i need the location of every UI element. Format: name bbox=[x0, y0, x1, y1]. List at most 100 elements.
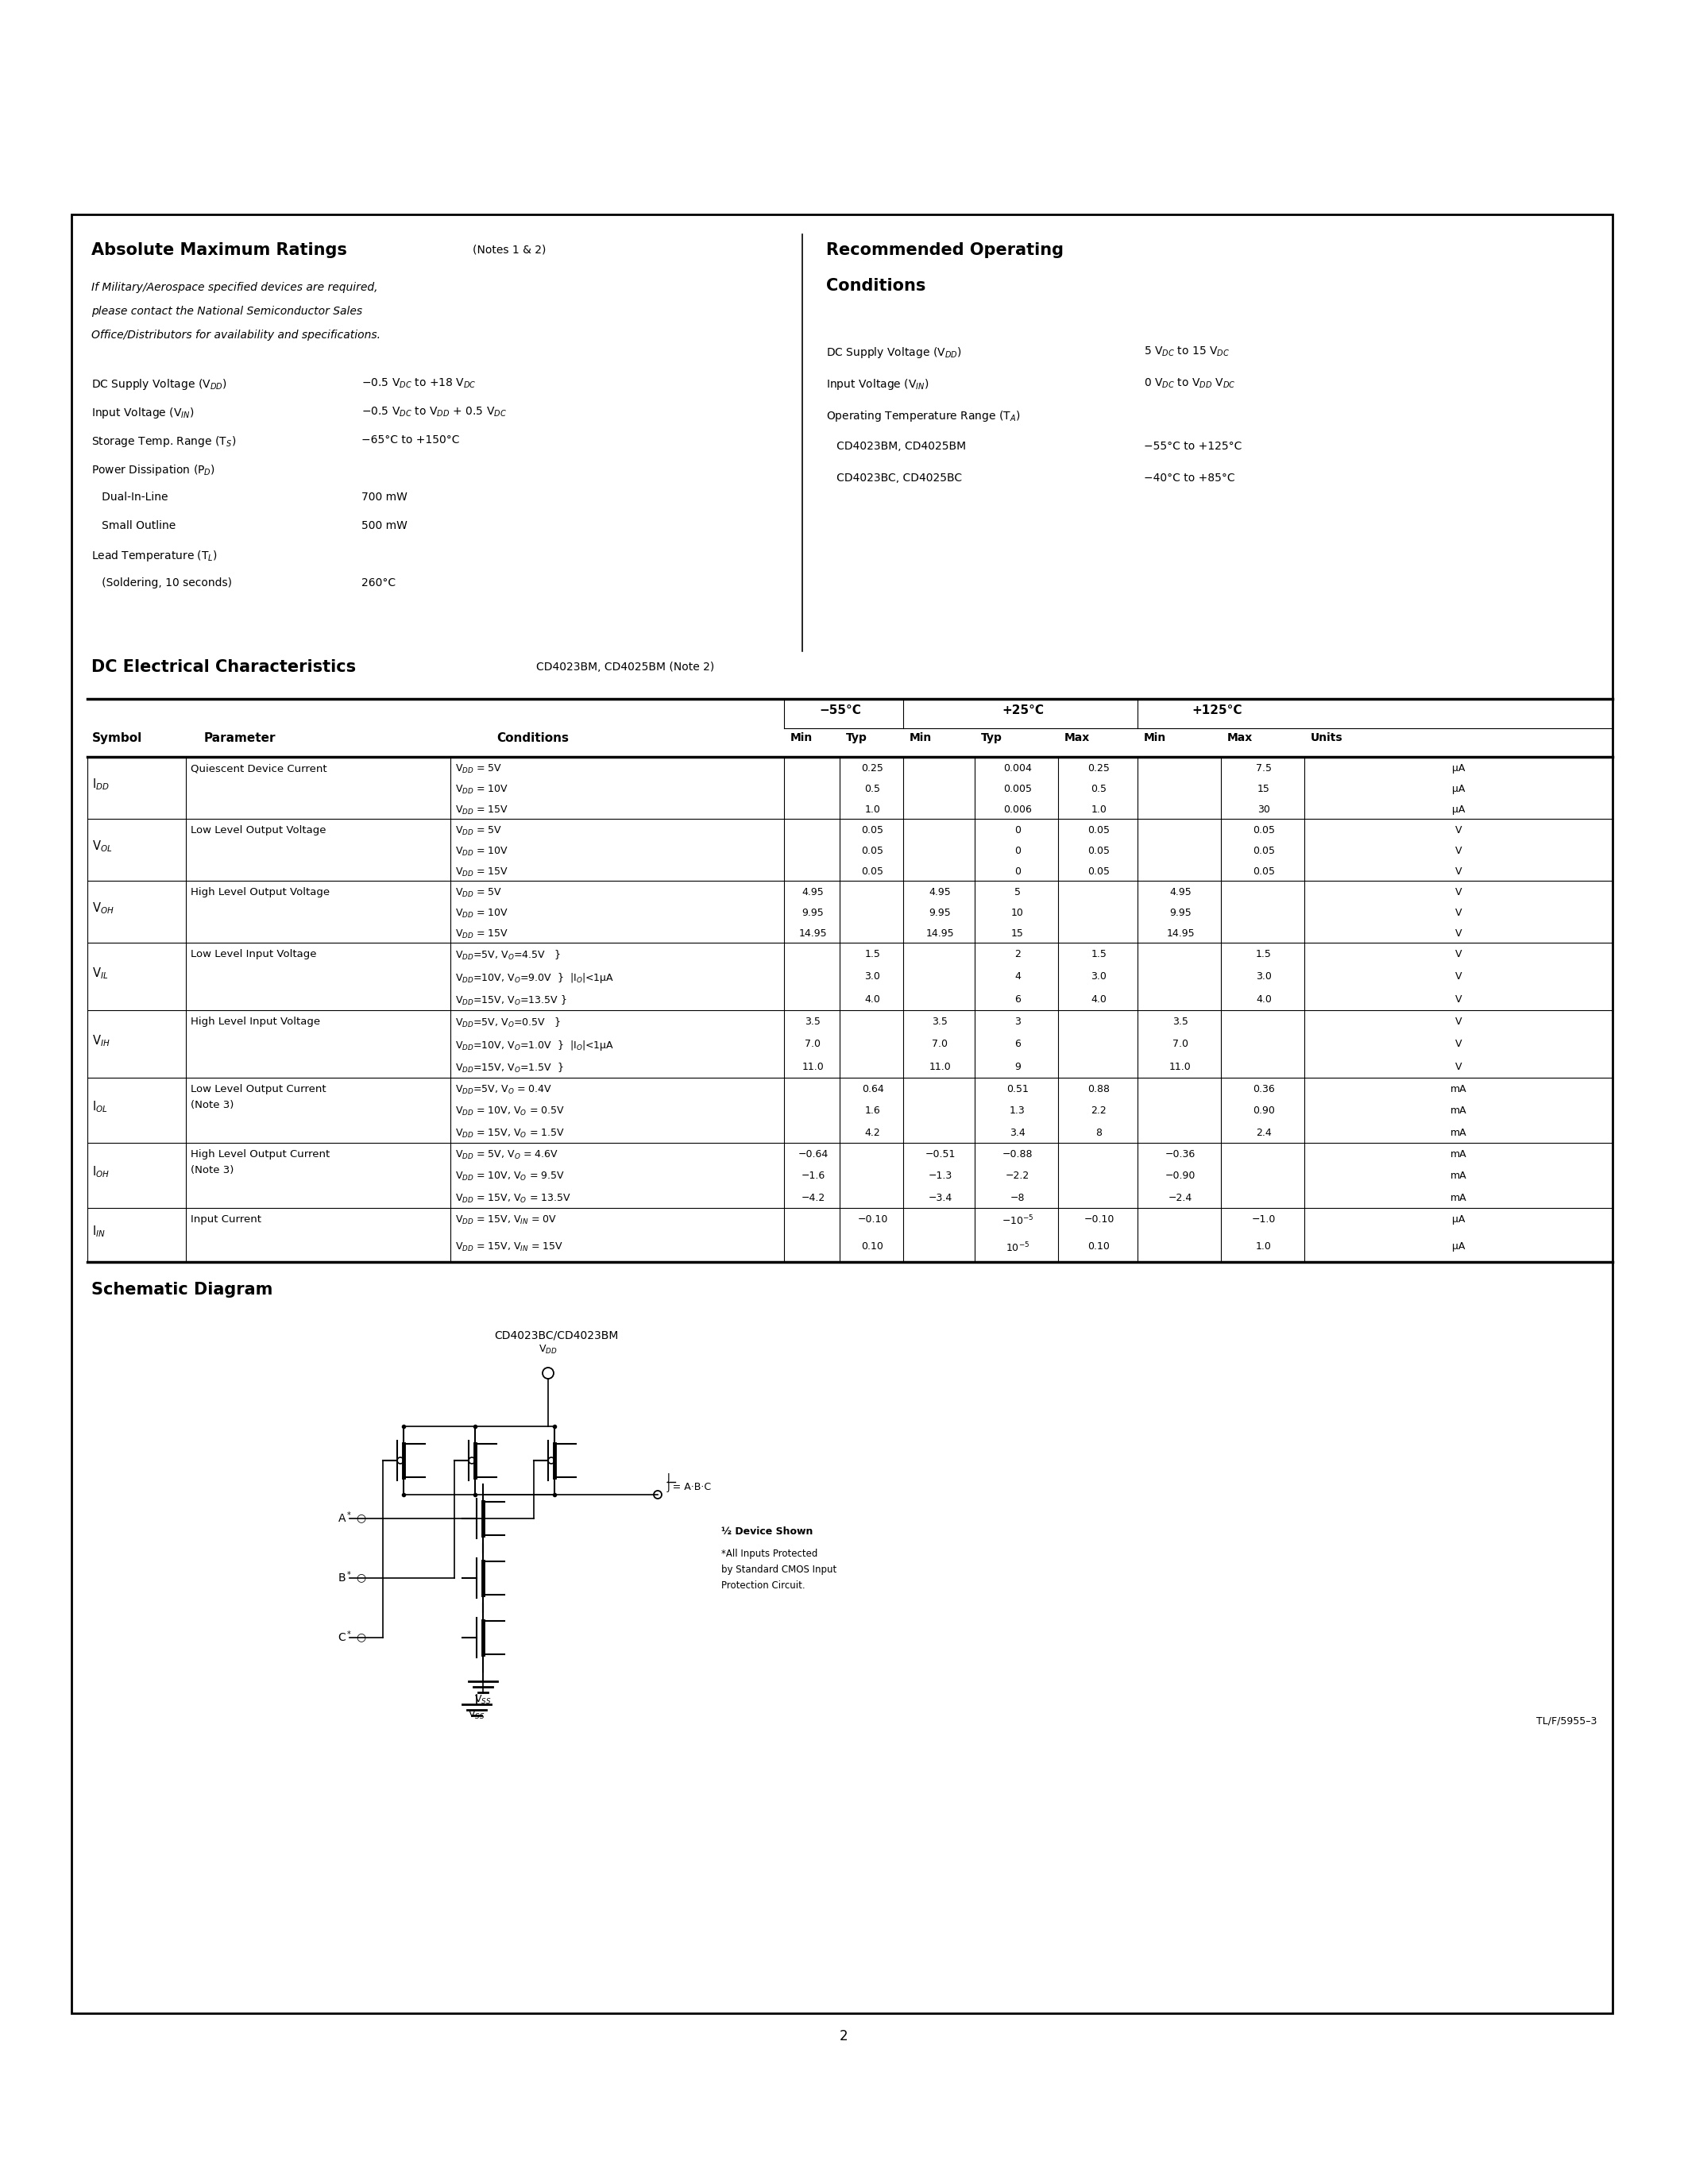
Text: V$_{DD}$=15V, V$_O$=1.5V  }: V$_{DD}$=15V, V$_O$=1.5V } bbox=[456, 1061, 564, 1075]
Text: 3.5: 3.5 bbox=[805, 1016, 820, 1026]
Text: 500 mW: 500 mW bbox=[361, 520, 407, 531]
Text: −3.4: −3.4 bbox=[928, 1192, 952, 1203]
Text: Typ: Typ bbox=[846, 732, 868, 743]
Text: −4.2: −4.2 bbox=[802, 1192, 825, 1203]
Text: 0.05: 0.05 bbox=[1252, 845, 1274, 856]
Text: 3.0: 3.0 bbox=[864, 972, 881, 983]
Text: 0.90: 0.90 bbox=[1252, 1105, 1274, 1116]
Text: 1.0: 1.0 bbox=[1090, 804, 1107, 815]
Text: 0.05: 0.05 bbox=[861, 826, 885, 836]
Text: V: V bbox=[1455, 1016, 1462, 1026]
Text: 0.05: 0.05 bbox=[861, 867, 885, 876]
Text: 7.5: 7.5 bbox=[1256, 762, 1271, 773]
Text: mA: mA bbox=[1450, 1083, 1467, 1094]
Text: 0.05: 0.05 bbox=[1087, 826, 1111, 836]
Text: −1.6: −1.6 bbox=[802, 1171, 825, 1182]
Text: −0.10: −0.10 bbox=[1084, 1214, 1114, 1225]
Text: 0: 0 bbox=[1014, 845, 1021, 856]
Text: −0.90: −0.90 bbox=[1165, 1171, 1195, 1182]
Text: 0.05: 0.05 bbox=[861, 845, 885, 856]
Text: −1.3: −1.3 bbox=[928, 1171, 952, 1182]
Text: ½ Device Shown: ½ Device Shown bbox=[721, 1527, 814, 1538]
Text: High Level Input Voltage: High Level Input Voltage bbox=[191, 1016, 321, 1026]
Text: Max: Max bbox=[1065, 732, 1090, 743]
Text: B$^*$ ○: B$^*$ ○ bbox=[338, 1570, 366, 1586]
Text: +125°C: +125°C bbox=[1192, 705, 1242, 716]
Text: 1.5: 1.5 bbox=[1256, 950, 1271, 959]
Text: μA: μA bbox=[1452, 1214, 1465, 1225]
Text: −10$^{-5}$: −10$^{-5}$ bbox=[1001, 1214, 1033, 1227]
Text: A$^*$ ○: A$^*$ ○ bbox=[338, 1511, 366, 1527]
Text: −0.36: −0.36 bbox=[1165, 1149, 1195, 1160]
Text: Recommended Operating: Recommended Operating bbox=[825, 242, 1063, 258]
Text: 9.95: 9.95 bbox=[928, 909, 950, 917]
Text: I$_{DD}$: I$_{DD}$ bbox=[93, 778, 110, 793]
Text: 14.95: 14.95 bbox=[1166, 928, 1195, 939]
Text: V: V bbox=[1455, 928, 1462, 939]
Text: mA: mA bbox=[1450, 1127, 1467, 1138]
Text: mA: mA bbox=[1450, 1149, 1467, 1160]
Text: 3: 3 bbox=[1014, 1016, 1021, 1026]
Text: V$_{IL}$: V$_{IL}$ bbox=[93, 965, 108, 981]
Text: 7.0: 7.0 bbox=[932, 1040, 949, 1048]
Text: μA: μA bbox=[1452, 1241, 1465, 1251]
Text: V$_{OL}$: V$_{OL}$ bbox=[93, 839, 113, 854]
Text: −0.5 V$_{DC}$ to +18 V$_{DC}$: −0.5 V$_{DC}$ to +18 V$_{DC}$ bbox=[361, 378, 476, 391]
Text: V$_{DD}$=5V, V$_O$=4.5V   }: V$_{DD}$=5V, V$_O$=4.5V } bbox=[456, 950, 560, 961]
Text: DC Supply Voltage (V$_{DD}$): DC Supply Voltage (V$_{DD}$) bbox=[825, 345, 962, 360]
Text: −1.0: −1.0 bbox=[1252, 1214, 1276, 1225]
Text: V: V bbox=[1455, 887, 1462, 898]
Text: 11.0: 11.0 bbox=[1170, 1061, 1192, 1072]
Text: Units: Units bbox=[1310, 732, 1344, 743]
Text: 15: 15 bbox=[1011, 928, 1025, 939]
Text: Power Dissipation (P$_D$): Power Dissipation (P$_D$) bbox=[91, 463, 216, 478]
Text: V$_{DD}$ = 15V, V$_O$ = 1.5V: V$_{DD}$ = 15V, V$_O$ = 1.5V bbox=[456, 1127, 565, 1140]
Text: 0.36: 0.36 bbox=[1252, 1083, 1274, 1094]
Text: 0.004: 0.004 bbox=[1003, 762, 1031, 773]
Text: V$_{DD}$=5V, V$_O$ = 0.4V: V$_{DD}$=5V, V$_O$ = 0.4V bbox=[456, 1083, 552, 1096]
Text: C$^*$ ○: C$^*$ ○ bbox=[338, 1629, 366, 1645]
Text: 1.0: 1.0 bbox=[864, 804, 881, 815]
Text: V$_{DD}$=10V, V$_O$=1.0V  }  |I$_O$|<1μA: V$_{DD}$=10V, V$_O$=1.0V } |I$_O$|<1μA bbox=[456, 1040, 614, 1053]
Text: V$_{DD}$: V$_{DD}$ bbox=[538, 1343, 557, 1356]
Text: 2: 2 bbox=[839, 2029, 847, 2044]
Text: 2: 2 bbox=[1014, 950, 1021, 959]
Text: mA: mA bbox=[1450, 1171, 1467, 1182]
Text: 4.0: 4.0 bbox=[864, 994, 881, 1005]
Text: 10$^{-5}$: 10$^{-5}$ bbox=[1006, 1241, 1030, 1254]
Text: mA: mA bbox=[1450, 1105, 1467, 1116]
Text: 4.0: 4.0 bbox=[1256, 994, 1271, 1005]
Text: +25°C: +25°C bbox=[1001, 705, 1043, 716]
Text: DC Supply Voltage (V$_{DD}$): DC Supply Voltage (V$_{DD}$) bbox=[91, 378, 226, 391]
Text: Lead Temperature (T$_L$): Lead Temperature (T$_L$) bbox=[91, 548, 218, 563]
Text: V$_{DD}$ = 10V: V$_{DD}$ = 10V bbox=[456, 845, 508, 858]
Text: (Soldering, 10 seconds): (Soldering, 10 seconds) bbox=[91, 577, 231, 587]
Text: −55°C: −55°C bbox=[819, 705, 861, 716]
Text: 0.51: 0.51 bbox=[1006, 1083, 1028, 1094]
Text: mA: mA bbox=[1450, 1192, 1467, 1203]
Text: 14.95: 14.95 bbox=[927, 928, 954, 939]
Text: J = A·B·C: J = A·B·C bbox=[667, 1483, 712, 1492]
Bar bbox=[71, 214, 1612, 2014]
Text: μA: μA bbox=[1452, 784, 1465, 795]
Text: Input Voltage (V$_{IN}$): Input Voltage (V$_{IN}$) bbox=[825, 378, 928, 391]
Text: V$_{DD}$ = 5V, V$_O$ = 4.6V: V$_{DD}$ = 5V, V$_O$ = 4.6V bbox=[456, 1149, 559, 1162]
Text: 10: 10 bbox=[1011, 909, 1025, 917]
Text: V: V bbox=[1455, 950, 1462, 959]
Text: 0.10: 0.10 bbox=[1089, 1241, 1111, 1251]
Text: 0.005: 0.005 bbox=[1003, 784, 1031, 795]
Text: 9: 9 bbox=[1014, 1061, 1021, 1072]
Text: 2.4: 2.4 bbox=[1256, 1127, 1271, 1138]
Text: 0: 0 bbox=[1014, 867, 1021, 876]
Text: V$_{SS}$: V$_{SS}$ bbox=[474, 1695, 491, 1706]
Text: V$_{DD}$ = 10V: V$_{DD}$ = 10V bbox=[456, 784, 508, 795]
Text: 0.25: 0.25 bbox=[1089, 762, 1111, 773]
Text: 7.0: 7.0 bbox=[1173, 1040, 1188, 1048]
Text: 1.5: 1.5 bbox=[864, 950, 881, 959]
Text: Schematic Diagram: Schematic Diagram bbox=[91, 1282, 273, 1297]
Text: 700 mW: 700 mW bbox=[361, 491, 407, 502]
Text: V$_{DD}$ = 10V, V$_O$ = 9.5V: V$_{DD}$ = 10V, V$_O$ = 9.5V bbox=[456, 1171, 565, 1184]
Text: High Level Output Voltage: High Level Output Voltage bbox=[191, 887, 329, 898]
Text: V: V bbox=[1455, 909, 1462, 917]
Text: (Note 3): (Note 3) bbox=[191, 1101, 235, 1109]
